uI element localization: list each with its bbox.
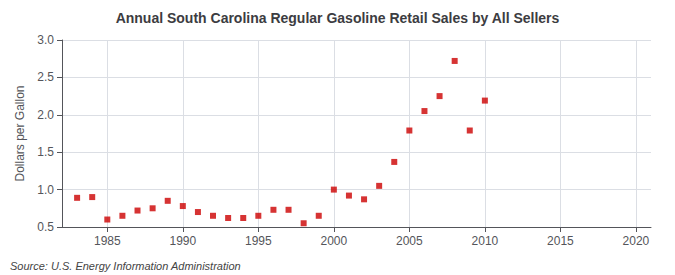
svg-text:2020: 2020: [623, 234, 650, 248]
svg-text:Dollars per Gallon: Dollars per Gallon: [13, 85, 27, 181]
svg-text:1990: 1990: [169, 234, 196, 248]
svg-text:2000: 2000: [320, 234, 347, 248]
svg-text:1995: 1995: [245, 234, 272, 248]
svg-text:2015: 2015: [547, 234, 574, 248]
svg-text:1985: 1985: [94, 234, 121, 248]
svg-text:Source: U.S. Energy Informatio: Source: U.S. Energy Information Administ…: [10, 260, 241, 272]
svg-text:2.5: 2.5: [37, 70, 54, 84]
svg-text:1.5: 1.5: [37, 145, 54, 159]
svg-text:2005: 2005: [396, 234, 423, 248]
svg-text:2010: 2010: [472, 234, 499, 248]
svg-text:3.0: 3.0: [37, 33, 54, 47]
svg-text:2.0: 2.0: [37, 108, 54, 122]
svg-text:Annual South Carolina Regular: Annual South Carolina Regular Gasoline R…: [116, 10, 560, 26]
svg-text:1.0: 1.0: [37, 183, 54, 197]
svg-text:0.5: 0.5: [37, 220, 54, 234]
